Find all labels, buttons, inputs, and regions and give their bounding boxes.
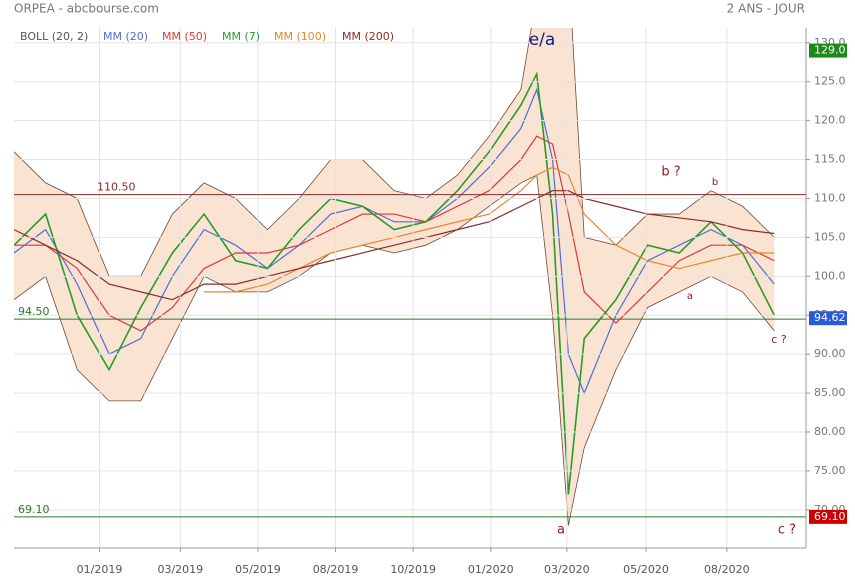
- bollinger-lower: [14, 174, 775, 526]
- y-tick-label: 120.0: [814, 114, 846, 127]
- annotation: c ?: [771, 333, 787, 346]
- plot: [14, 28, 776, 526]
- price-badge-label: 94.62: [814, 311, 846, 324]
- y-tick-label: 100.0: [814, 269, 846, 282]
- x-tick-label: 01/2020: [468, 563, 514, 576]
- annotation: e/a: [529, 30, 556, 50]
- series-line: [204, 166, 775, 293]
- level-label: 94.50: [18, 305, 50, 318]
- x-tick-label: 01/2019: [77, 563, 123, 576]
- price-badge-label: 69.10: [814, 510, 846, 523]
- chart-title: ORPEA - abcbourse.com: [14, 2, 159, 16]
- y-tick-label: 75.00: [814, 464, 846, 477]
- bollinger-fill: [14, 28, 775, 526]
- annotation: a: [557, 523, 565, 538]
- x-tick-label: 05/2020: [623, 563, 669, 576]
- y-tick-label: 110.0: [814, 191, 846, 204]
- x-tick-label: 05/2019: [235, 563, 281, 576]
- legend-entry: MM (100): [274, 30, 326, 43]
- legend-entry: BOLL (20, 2): [20, 30, 88, 43]
- y-tick-label: 115.0: [814, 153, 846, 166]
- level-label: 69.10: [18, 503, 50, 516]
- price-badge: [809, 509, 847, 524]
- annotation: c ?: [778, 523, 796, 538]
- legend-entry: MM (7): [222, 30, 260, 43]
- x-tick-label: 10/2019: [390, 563, 436, 576]
- x-tick-label: 08/2020: [704, 563, 750, 576]
- y-tick-label: 85.00: [814, 386, 846, 399]
- series-line: [14, 71, 776, 495]
- chart-subtitle: 2 ANS - JOUR: [727, 2, 805, 16]
- annotation: a: [687, 291, 693, 302]
- legend-entry: MM (200): [342, 30, 394, 43]
- y-tick-label: 125.0: [814, 75, 846, 88]
- annotation: b ?: [661, 165, 680, 180]
- legend-entry: MM (50): [162, 30, 207, 43]
- x-tick-label: 03/2019: [157, 563, 203, 576]
- y-tick-label: 80.00: [814, 425, 846, 438]
- x-tick-label: 08/2019: [313, 563, 359, 576]
- y-tick-label: 90.00: [814, 347, 846, 360]
- legend-entry: MM (20): [103, 30, 148, 43]
- price-badge-label: 129.0: [814, 44, 846, 57]
- price-badge: [809, 43, 847, 58]
- annotation: b: [712, 177, 718, 188]
- x-tick-label: 03/2020: [544, 563, 590, 576]
- y-tick-label: 105.0: [814, 230, 846, 243]
- level-label: 110.50: [97, 181, 136, 194]
- price-badge: [809, 311, 847, 326]
